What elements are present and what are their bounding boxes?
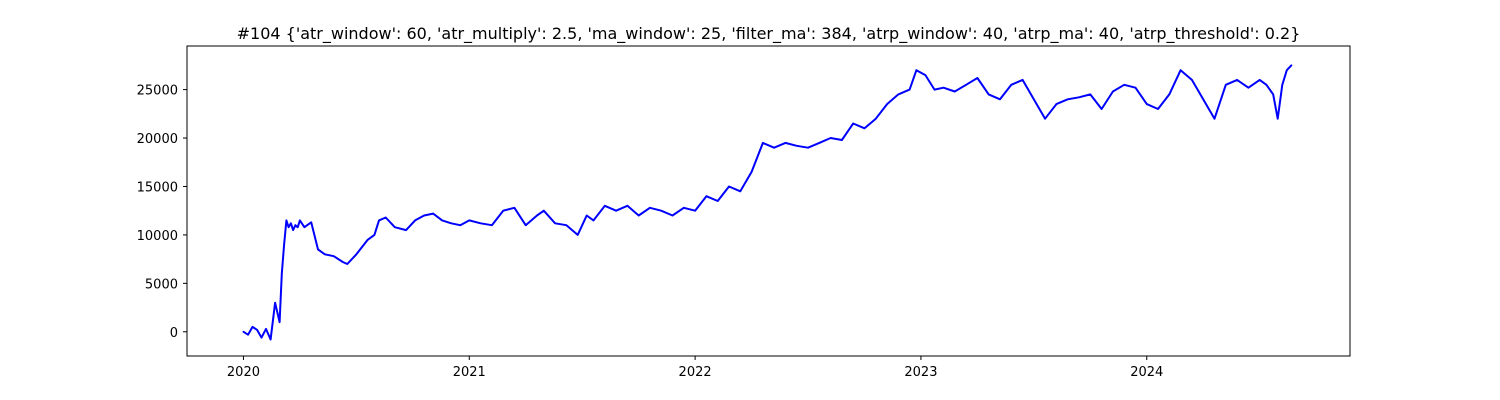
x-tick-label: 2020 xyxy=(227,365,260,380)
chart-title: #104 {'atr_window': 60, 'atr_multiply': … xyxy=(237,24,1301,44)
y-tick-label: 15000 xyxy=(137,180,178,195)
x-tick-label: 2022 xyxy=(679,365,712,380)
plot-area: 0 5000 10000 15000 20000 25000 2020 2021 2022 202… xyxy=(137,45,1351,380)
x-tick-label: 2021 xyxy=(453,365,486,380)
x-tick-label: 2023 xyxy=(904,365,937,380)
plot-frame xyxy=(186,45,1351,357)
y-tick-label: 20000 xyxy=(137,132,178,147)
y-tick-label: 25000 xyxy=(137,84,178,99)
y-tick-label: 10000 xyxy=(137,229,178,244)
x-tick-label: 2024 xyxy=(1130,365,1163,380)
y-tick-label: 0 xyxy=(170,326,178,341)
y-tick-label: 5000 xyxy=(145,277,178,292)
series-line-0 xyxy=(242,64,1293,341)
